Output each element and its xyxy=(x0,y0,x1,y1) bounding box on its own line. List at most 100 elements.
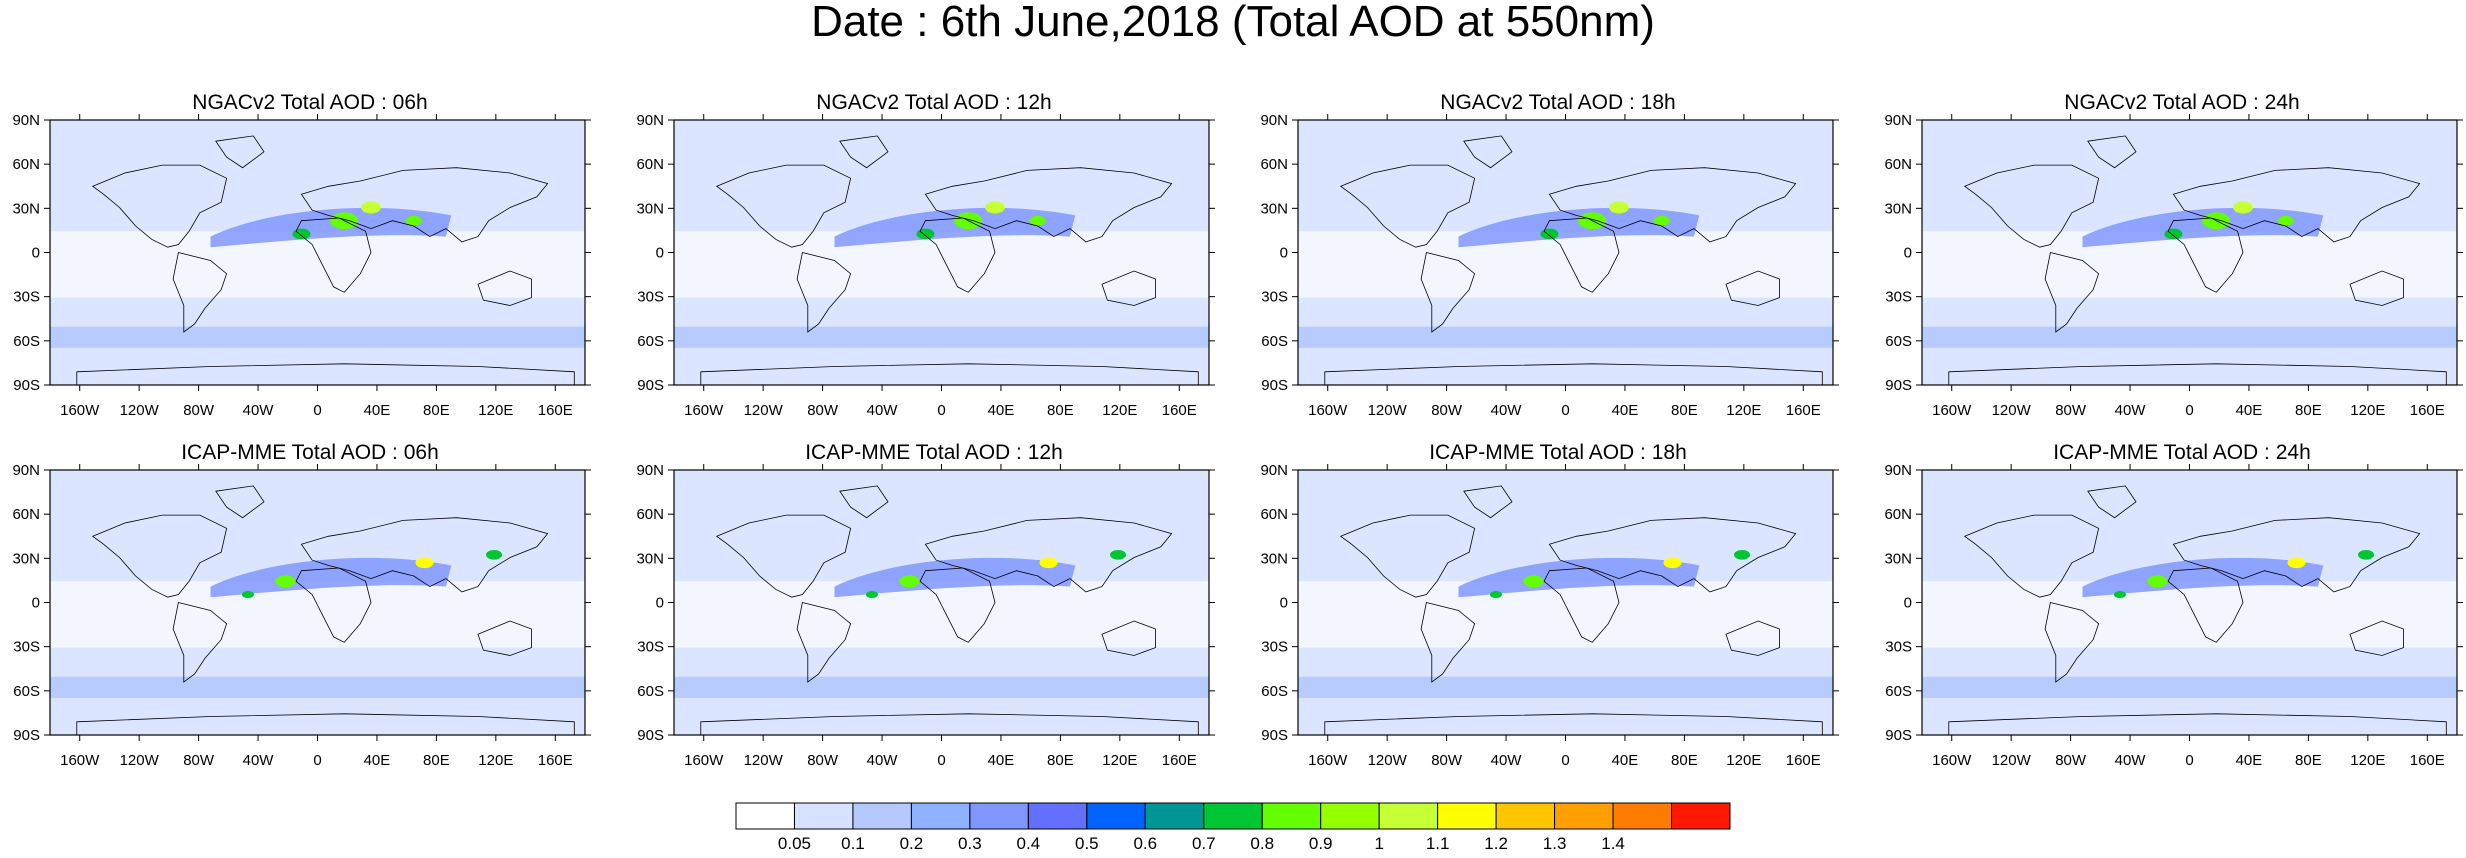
lon-tick-label: 40W xyxy=(2115,752,2147,769)
southern-ocean-aod-band xyxy=(674,676,1209,698)
lat-tick-label: 90S xyxy=(637,727,664,744)
panel-title: ICAP-MME Total AOD : 06h xyxy=(181,441,439,464)
lon-tick-label: 80E xyxy=(2295,402,2322,419)
aod-hotspot xyxy=(405,215,422,226)
colorbar-label: 0.2 xyxy=(900,834,924,853)
aerosol-plume xyxy=(2082,207,2324,248)
lon-tick-label: 40W xyxy=(243,752,275,769)
coastline xyxy=(477,620,532,656)
aerosol-plume xyxy=(834,207,1076,248)
lon-tick-label: 120E xyxy=(1726,402,1761,419)
lon-tick-label: 40W xyxy=(867,402,899,419)
lat-tick-label: 90S xyxy=(1885,377,1912,394)
lon-tick-label: 40W xyxy=(867,752,899,769)
coastline xyxy=(715,164,852,248)
lon-tick-label: 160E xyxy=(1162,752,1197,769)
lon-tick-label: 160E xyxy=(2410,752,2445,769)
world-map: 90N 60N 30N 0 30S 60S 90S 160W 120W 80W 40W 0 40E 80E… xyxy=(636,112,1215,419)
colorbar-svg: 0.05 0.1 0.2 0.3 0.4 0.5 0.6 0.7 0.8 0.9 1 1.1 1.2 1.… xyxy=(735,802,1731,853)
low-aod-region xyxy=(674,231,1209,298)
lon-tick-label: 80W xyxy=(1431,752,1463,769)
lon-tick-label: 0 xyxy=(2185,402,2193,419)
coastline xyxy=(172,602,228,683)
lon-tick-label: 40W xyxy=(2115,402,2147,419)
coastline xyxy=(215,135,265,169)
map-panel: ICAP-MME Total AOD : 06h 90N 60N 30N 0 30S 60S… xyxy=(0,442,620,827)
aod-hotspot xyxy=(486,550,503,560)
lat-tick-label: 90S xyxy=(1261,727,1288,744)
aod-hotspot xyxy=(1653,215,1670,226)
colorbar-label: 0.5 xyxy=(1075,834,1099,853)
aerosol-plume xyxy=(1458,207,1700,248)
lat-tick-label: 90N xyxy=(12,462,40,479)
lat-tick-label: 30S xyxy=(637,289,664,306)
lon-tick-label: 160E xyxy=(538,752,573,769)
lat-tick-label: 90N xyxy=(636,462,664,479)
lat-tick-label: 30N xyxy=(1884,200,1912,217)
panel-title: ICAP-MME Total AOD : 18h xyxy=(1429,441,1687,464)
southern-ocean-aod-band xyxy=(50,326,585,348)
aod-hotspot xyxy=(916,228,935,240)
coastline xyxy=(1963,514,2100,598)
lat-tick-label: 30N xyxy=(12,550,40,567)
aod-hotspot xyxy=(1110,550,1127,560)
aod-hotspot xyxy=(361,201,381,214)
coastline xyxy=(796,252,852,333)
figure-title: Date : 6th June,2018 (Total AOD at 550nm… xyxy=(811,0,1655,46)
aod-hotspot xyxy=(275,575,296,588)
lon-tick-label: 120E xyxy=(1726,752,1761,769)
colorbar-label: 0.3 xyxy=(958,834,982,853)
coastline xyxy=(839,485,889,519)
colorbar-bin xyxy=(1261,802,1322,830)
coastline xyxy=(1101,620,1156,656)
aod-hotspot xyxy=(292,228,311,240)
coastline xyxy=(2349,620,2404,656)
lon-tick-label: 0 xyxy=(1561,402,1569,419)
lon-tick-label: 40W xyxy=(1491,752,1523,769)
colorbar-bin xyxy=(910,802,971,830)
aod-hotspot xyxy=(1523,575,1544,588)
world-map: 90N 60N 30N 0 30S 60S 90S 160W 120W 80W 40W 0 40E 80E… xyxy=(12,112,591,419)
aod-hotspot xyxy=(2113,590,2126,599)
lat-tick-label: 60N xyxy=(1260,156,1288,173)
southern-ocean-aod-band xyxy=(1922,676,2457,698)
lon-tick-label: 80W xyxy=(2055,402,2087,419)
lat-tick-label: 30S xyxy=(13,639,40,656)
aod-hotspot xyxy=(1489,590,1502,599)
aod-hotspot xyxy=(1039,557,1058,569)
aerosol-plume xyxy=(2082,557,2324,598)
lon-tick-label: 40E xyxy=(364,402,391,419)
aod-hotspot xyxy=(1734,550,1751,560)
lon-tick-label: 80W xyxy=(807,402,839,419)
world-map: 90N 60N 30N 0 30S 60S 90S 160W 120W 80W 40W 0 40E 80E… xyxy=(12,462,591,769)
southern-ocean-aod-band xyxy=(1922,326,2457,348)
colorbar-label: 0.6 xyxy=(1133,834,1157,853)
colorbar-label: 0.05 xyxy=(778,834,811,853)
colorbar-label: 0.1 xyxy=(841,834,865,853)
coastline xyxy=(2044,602,2100,683)
lon-tick-label: 80E xyxy=(1047,752,1074,769)
world-map: 90N 60N 30N 0 30S 60S 90S 160W 120W 80W 40W 0 40E 80E… xyxy=(636,462,1215,769)
lat-tick-label: 90N xyxy=(12,112,40,129)
southern-ocean-aod-band xyxy=(1298,676,1833,698)
lat-tick-label: 60N xyxy=(12,156,40,173)
lat-tick-label: 60S xyxy=(1885,333,1912,350)
coastline xyxy=(1339,514,1476,598)
coastline xyxy=(1963,164,2100,248)
colorbar-bin xyxy=(1203,802,1263,830)
coastline xyxy=(300,167,549,243)
lat-tick-label: 60N xyxy=(1260,506,1288,523)
lat-tick-label: 0 xyxy=(32,245,40,262)
lat-tick-label: 60S xyxy=(637,683,664,700)
southern-ocean-aod-band xyxy=(1298,326,1833,348)
aod-hotspot xyxy=(1540,228,1559,240)
lon-tick-label: 80W xyxy=(807,752,839,769)
lat-tick-label: 30N xyxy=(636,200,664,217)
southern-ocean-aod-band xyxy=(50,676,585,698)
lat-tick-label: 0 xyxy=(1280,595,1288,612)
lat-tick-label: 60N xyxy=(636,506,664,523)
world-map: 90N 60N 30N 0 30S 60S 90S 160W 120W 80W 40W 0 40E 80E… xyxy=(1260,462,1839,769)
colorbar-bin xyxy=(793,802,854,830)
map-panel: ICAP-MME Total AOD : 24h 90N 60N 30N 0 30S 60S… xyxy=(1872,442,2466,827)
lon-tick-label: 120E xyxy=(478,402,513,419)
